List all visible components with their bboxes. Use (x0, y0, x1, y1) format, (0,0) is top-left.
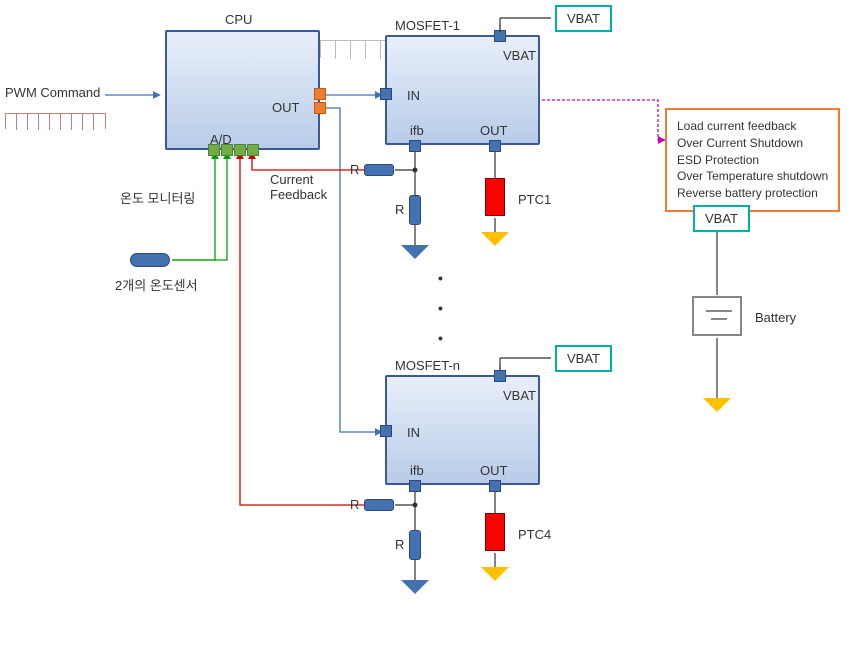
vbat1-box: VBAT (555, 5, 612, 32)
cpu-ad-port2 (221, 144, 233, 156)
vbatn-box: VBAT (555, 345, 612, 372)
ptc1-label: PTC1 (518, 192, 551, 207)
rnv-label: R (395, 537, 404, 552)
r1-label: R (350, 162, 359, 177)
gnd-r1 (401, 245, 429, 259)
current-feedback-label: Current Feedback (270, 172, 327, 202)
r1-horiz (364, 164, 394, 176)
cpu-out-port2 (314, 102, 326, 114)
ptc4-label: PTC4 (518, 527, 551, 542)
ptc4 (485, 513, 505, 551)
gnd-ptc4 (481, 567, 509, 581)
cpu-ad-port3 (234, 144, 246, 156)
battery-label: Battery (755, 310, 796, 325)
info-l3: ESD Protection (677, 152, 828, 169)
mosfet1-out: OUT (480, 123, 507, 138)
gnd-ptc1 (481, 232, 509, 246)
mosfetn-out: OUT (480, 463, 507, 478)
mosfetn-vbat: VBAT (503, 388, 536, 403)
mosfetn-ifb: ifb (410, 463, 424, 478)
gnd-rn (401, 580, 429, 594)
mosfet1-vbat: VBAT (503, 48, 536, 63)
temp-sensors-label: 2개의 온도센서 (115, 275, 198, 294)
battery-box (692, 296, 742, 336)
pwm-grid (5, 113, 106, 129)
pwm-command-label: PWM Command (5, 85, 100, 100)
dots3: • (438, 330, 443, 346)
mosfetn-out-port (489, 480, 501, 492)
info-l1: Load current feedback (677, 118, 828, 135)
cpu-ad-port1 (208, 144, 220, 156)
mosfetn-in: IN (407, 425, 420, 440)
dots: • (438, 270, 443, 286)
mosfet1-title: MOSFET-1 (395, 18, 460, 33)
cpu-out-port1 (314, 88, 326, 100)
gnd-battery (703, 398, 731, 412)
mosfet1-ifb: ifb (410, 123, 424, 138)
rn-horiz (364, 499, 394, 511)
info-box: Load current feedback Over Current Shutd… (665, 108, 840, 212)
mosfetn-in-port (380, 425, 392, 437)
rn-vert (409, 530, 421, 560)
mosfet1-in: IN (407, 88, 420, 103)
cpu-ad-port4 (247, 144, 259, 156)
rn-label: R (350, 497, 359, 512)
temp-sensor (130, 253, 170, 267)
mosfetn-ifb-port (409, 480, 421, 492)
mosfet1-vbat-port (494, 30, 506, 42)
info-l2: Over Current Shutdown (677, 135, 828, 152)
info-l5: Reverse battery protection (677, 185, 828, 202)
ptc1 (485, 178, 505, 216)
cpu-block (165, 30, 320, 150)
mosfet1-out-port (489, 140, 501, 152)
info-l4: Over Temperature shutdown (677, 168, 828, 185)
r1v-label: R (395, 202, 404, 217)
cpu-title: CPU (225, 12, 252, 27)
r1-vert (409, 195, 421, 225)
mosfet1-in-port (380, 88, 392, 100)
mosfetn-vbat-port (494, 370, 506, 382)
temp-monitor-label: 온도 모니터링 (120, 188, 195, 207)
mosfetn-title: MOSFET-n (395, 358, 460, 373)
battery-vbat-box: VBAT (693, 205, 750, 232)
mosfet1-ifb-port (409, 140, 421, 152)
dots2: • (438, 300, 443, 316)
cpu-out: OUT (272, 100, 299, 115)
